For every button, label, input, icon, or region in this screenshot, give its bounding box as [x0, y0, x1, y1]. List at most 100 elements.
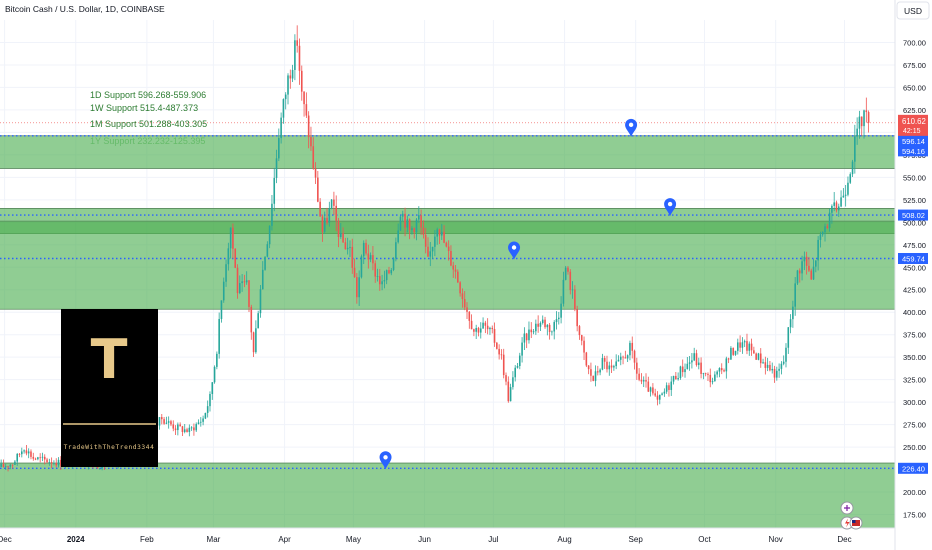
candle-body [739, 342, 741, 348]
chart-tools[interactable] [840, 501, 863, 530]
candle-body [619, 356, 622, 360]
candle-body [489, 327, 491, 330]
candle-body [819, 234, 822, 240]
candle-body [300, 70, 303, 92]
candle-body [266, 244, 269, 257]
candle-body [615, 361, 617, 367]
candle-body [41, 456, 44, 458]
candle-body [608, 365, 611, 370]
candle-body [672, 375, 675, 382]
candle-body [574, 289, 576, 310]
map-pin-icon[interactable] [379, 451, 392, 470]
candle-body [867, 112, 870, 123]
x-tick-label: Nov [769, 535, 783, 544]
candle-body [821, 232, 824, 235]
candle-body [716, 371, 718, 375]
candle-body [578, 326, 581, 336]
candle-body [399, 216, 402, 231]
map-pin-dot [511, 245, 517, 250]
candle-body [0, 464, 2, 467]
logo-caption: TradeWithTheTrend3344 [64, 444, 155, 451]
candle-body [57, 459, 60, 466]
candle-body [216, 353, 218, 367]
currency-button[interactable] [896, 1, 930, 20]
candle-body [743, 341, 746, 343]
candle-body [220, 300, 223, 319]
candle-body [440, 231, 443, 236]
candle-body [782, 361, 785, 364]
candle-body [714, 374, 716, 382]
candle-body [390, 269, 393, 274]
map-pin-icon[interactable] [664, 198, 677, 217]
candle-body [854, 136, 856, 162]
candle-body [847, 182, 849, 195]
y-tick-label: 400.00 [903, 308, 926, 317]
candle-body [746, 341, 748, 351]
candle-body [622, 356, 624, 358]
candle-body [321, 216, 324, 232]
candle-body [333, 199, 335, 206]
map-pin-icon[interactable] [625, 118, 638, 137]
level-badge [898, 462, 928, 474]
candle-body [718, 368, 721, 372]
candle-body [422, 227, 425, 235]
candle-body [748, 343, 751, 351]
candle-body [686, 363, 689, 370]
candle-body [434, 236, 436, 247]
y-tick-label: 350.00 [903, 353, 926, 362]
candle-body [792, 306, 794, 320]
candle-body [183, 429, 186, 432]
candle-body [257, 313, 259, 329]
candle-body [553, 322, 556, 332]
candle-body [798, 270, 801, 274]
support-label-1m: 1M Support 501.288-403.305 [90, 119, 207, 129]
candle-body [789, 319, 792, 328]
candle-body [406, 219, 409, 228]
candle-body [227, 248, 230, 265]
candle-body [450, 250, 452, 266]
candle-body [479, 328, 482, 333]
candle-body [37, 457, 39, 460]
candle-body [505, 375, 507, 382]
candle-body [344, 242, 347, 250]
symbol-title[interactable]: Bitcoin Cash / U.S. Dollar, 1D, COINBASE [5, 4, 165, 14]
candle-body [594, 371, 597, 381]
candle-body [213, 366, 216, 383]
candle-body [459, 282, 461, 294]
candle-body [385, 270, 388, 281]
x-tick-label: Mar [207, 535, 221, 544]
candle-body [546, 324, 549, 328]
candle-body [525, 333, 528, 341]
candle-body [826, 226, 829, 228]
price-axis-panel[interactable] [896, 0, 932, 550]
candle-body [303, 91, 305, 105]
candle-body [268, 225, 271, 245]
level-badge-text: 508.02 [902, 211, 925, 220]
candle-body [163, 419, 165, 424]
current-price-badge [898, 114, 928, 136]
level-badge [898, 209, 928, 221]
candle-body [335, 205, 338, 221]
level-badge-text: 596.14 [902, 137, 925, 146]
flag-icon-canton [852, 520, 856, 523]
candle-body [764, 362, 767, 368]
map-pin-icon[interactable] [508, 241, 521, 260]
countdown-text: 42:15 [903, 128, 921, 135]
candle-body [711, 381, 714, 383]
candle-body [601, 358, 604, 370]
y-tick-label: 450.00 [903, 263, 926, 272]
candle-body [532, 331, 535, 333]
candle-body [337, 220, 340, 237]
y-tick-label: 425.00 [903, 286, 926, 295]
candle-body [415, 219, 418, 233]
x-tick-label: Apr [278, 535, 291, 544]
candle-body [11, 464, 14, 466]
candle-body [27, 451, 30, 454]
candle-body [369, 255, 372, 260]
candle-body [649, 387, 652, 392]
candle-body [658, 394, 661, 400]
candle-body [360, 256, 363, 278]
candle-body [404, 213, 406, 228]
candle-body [48, 462, 51, 463]
